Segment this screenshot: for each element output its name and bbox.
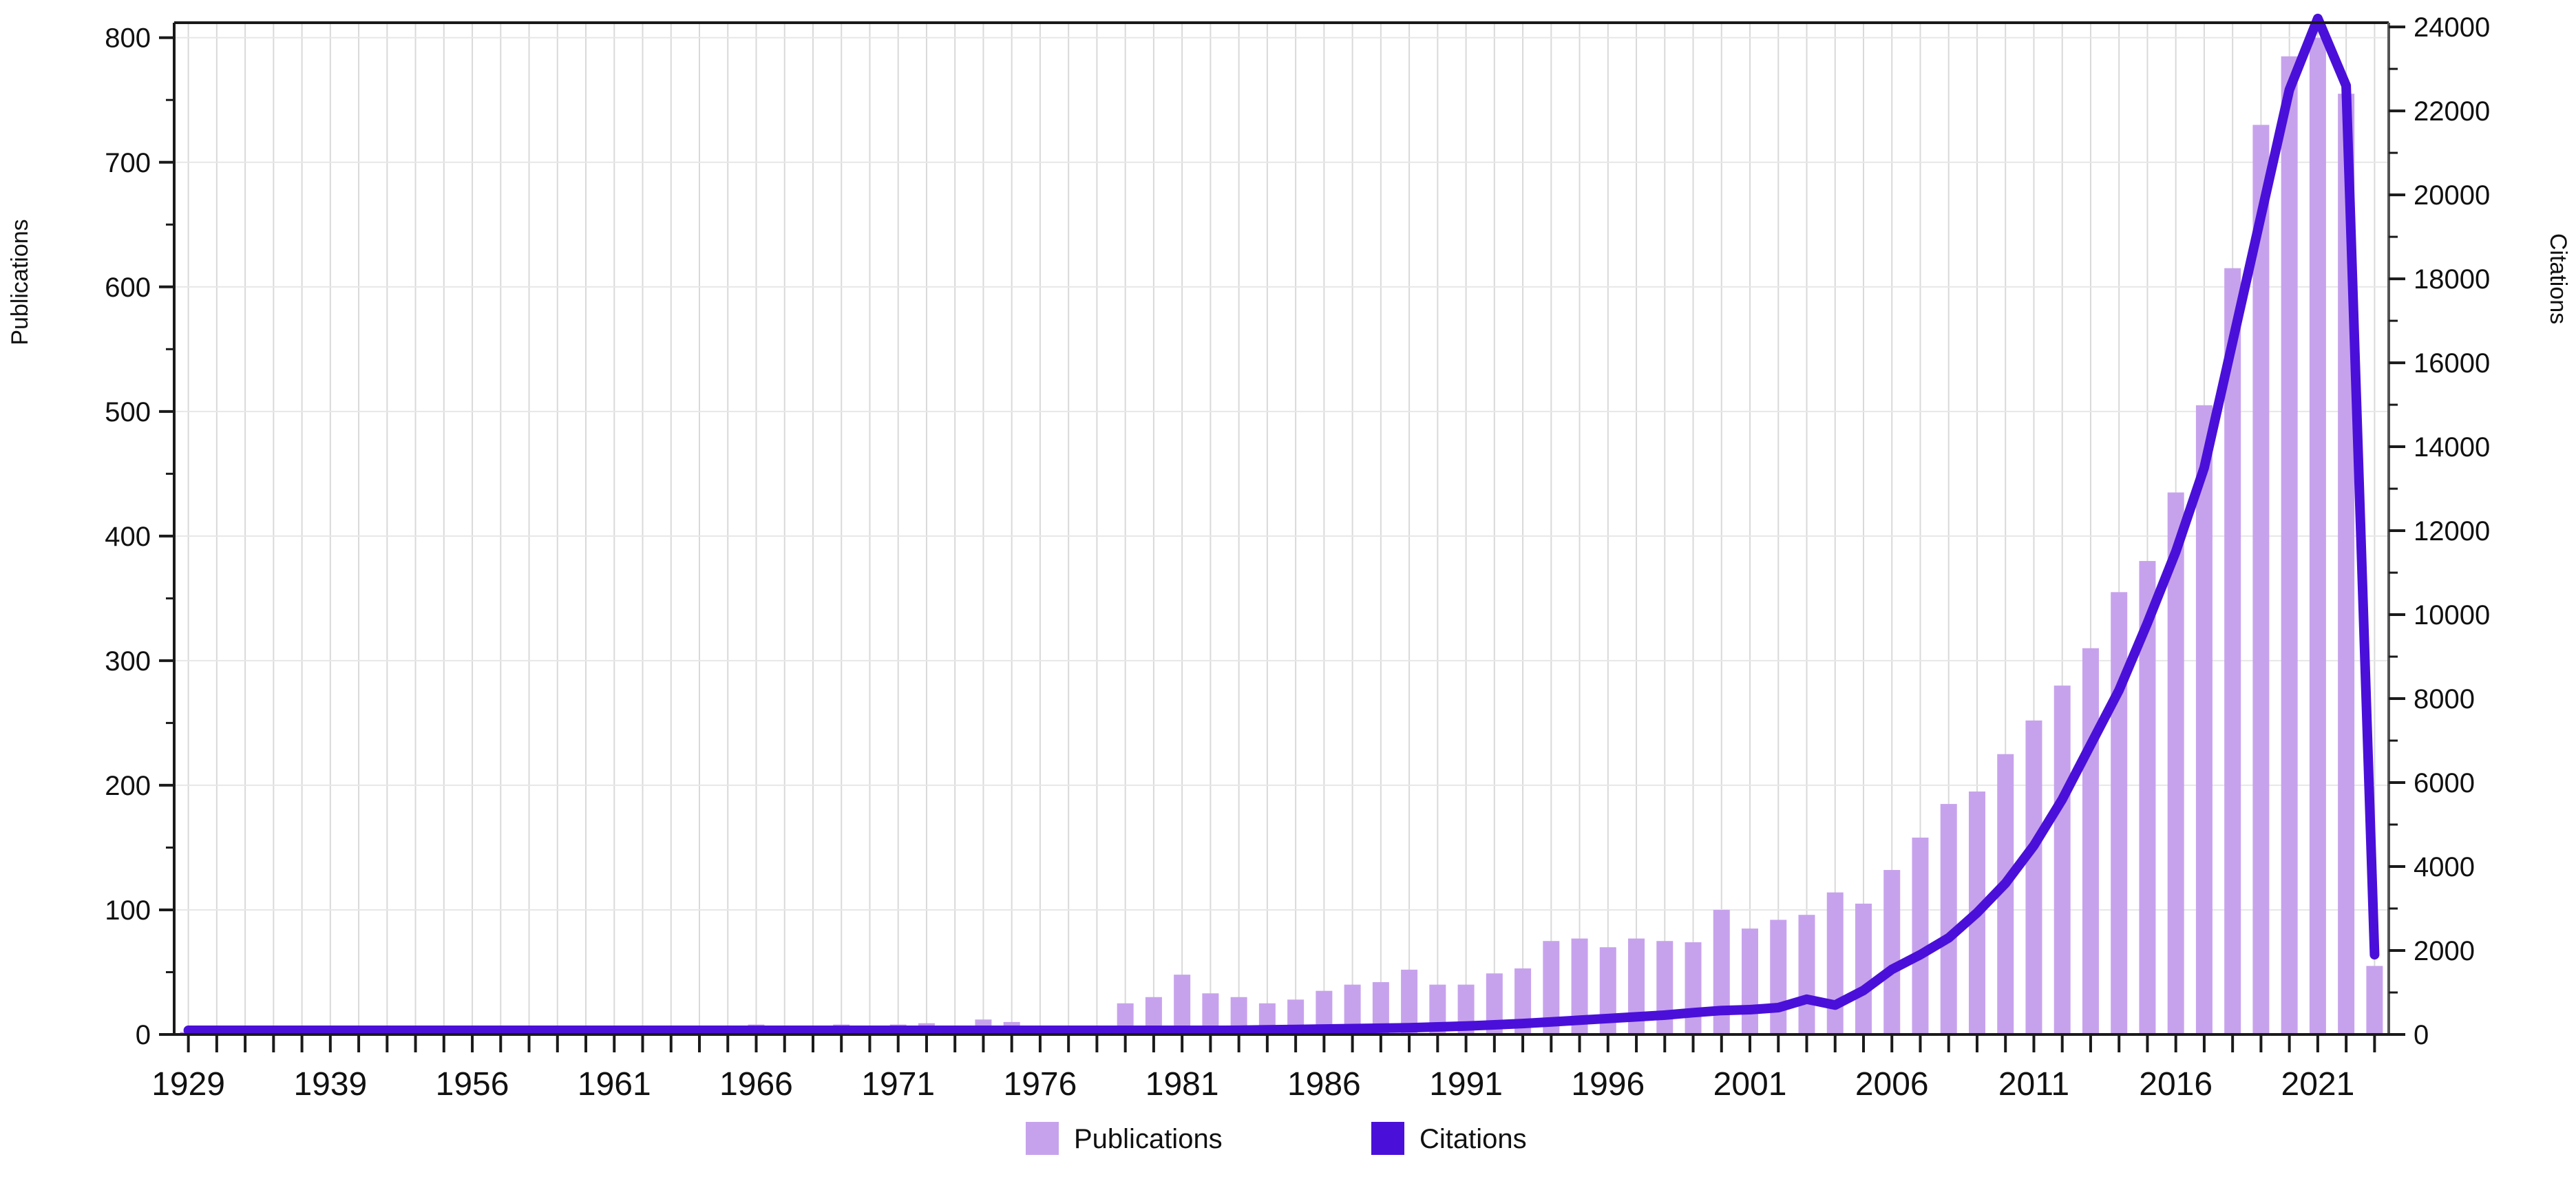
x-axis-year-label: 1956 bbox=[436, 1066, 509, 1103]
x-axis-year-label: 1986 bbox=[1287, 1066, 1361, 1103]
publications-bar bbox=[2195, 405, 2213, 1034]
right-axis-tick-label: 16000 bbox=[2414, 348, 2490, 379]
left-axis-tick-label: 0 bbox=[136, 1020, 151, 1050]
publications-bar bbox=[2054, 686, 2071, 1034]
x-axis-year-label: 2001 bbox=[1713, 1066, 1787, 1103]
right-axis-tick-label: 2000 bbox=[2414, 936, 2475, 966]
legend-citations-swatch bbox=[1371, 1122, 1404, 1155]
right-axis-tick-label: 18000 bbox=[2414, 264, 2490, 295]
x-axis-year-label: 1981 bbox=[1146, 1066, 1219, 1103]
right-axis-tick-label: 12000 bbox=[2414, 516, 2490, 546]
publications-bar bbox=[2281, 56, 2298, 1035]
x-axis-year-label: 2011 bbox=[1998, 1066, 2069, 1103]
publications-bar bbox=[2252, 125, 2270, 1035]
legend-publications-swatch bbox=[1026, 1122, 1059, 1155]
x-axis-year-label: 1971 bbox=[861, 1066, 935, 1103]
right-axis-tick-label: 0 bbox=[2414, 1020, 2429, 1050]
right-axis-tick-label: 14000 bbox=[2414, 432, 2490, 463]
publications-bar bbox=[2366, 966, 2383, 1034]
x-axis-year-label: 1976 bbox=[1004, 1066, 1077, 1103]
x-axis-year-label: 2016 bbox=[2139, 1066, 2213, 1103]
publications-bar bbox=[1656, 941, 1674, 1034]
right-axis-tick-label: 20000 bbox=[2414, 180, 2490, 211]
x-axis-year-label: 1991 bbox=[1429, 1066, 1503, 1103]
right-axis-tick-label: 6000 bbox=[2414, 768, 2475, 798]
x-axis-year-label: 2021 bbox=[2281, 1066, 2355, 1103]
publications-bar bbox=[1940, 804, 1957, 1034]
publications-bar bbox=[2309, 37, 2326, 1035]
publications-bar bbox=[1912, 837, 1929, 1034]
x-axis-year-label: 1961 bbox=[578, 1066, 651, 1103]
publications-bar bbox=[1685, 942, 1702, 1034]
x-axis-year-label: 1939 bbox=[293, 1066, 367, 1103]
left-axis-title: Publications bbox=[7, 219, 33, 345]
right-axis-tick-label: 10000 bbox=[2414, 600, 2490, 630]
left-axis-tick-label: 300 bbox=[105, 646, 151, 677]
x-axis-year-label: 1996 bbox=[1571, 1066, 1645, 1103]
publications-bar bbox=[1798, 915, 1815, 1034]
publications-bar bbox=[1770, 920, 1787, 1034]
left-axis-tick-label: 700 bbox=[105, 148, 151, 178]
publications-bar bbox=[2082, 648, 2099, 1034]
left-axis-tick-label: 400 bbox=[105, 522, 151, 552]
right-axis-title: Citations bbox=[2545, 233, 2571, 324]
right-axis-tick-label: 4000 bbox=[2414, 852, 2475, 882]
left-axis-tick-label: 500 bbox=[105, 397, 151, 427]
legend-citations-label: Citations bbox=[1419, 1124, 1527, 1154]
publications-bar bbox=[2025, 720, 2042, 1034]
publications-bar bbox=[2111, 592, 2128, 1034]
publications-bar bbox=[2224, 268, 2241, 1034]
right-axis-tick-label: 22000 bbox=[2414, 96, 2490, 127]
citations-line bbox=[183, 13, 2380, 1035]
publications-bar bbox=[1855, 903, 1872, 1034]
publications-bar bbox=[2167, 492, 2184, 1034]
publications-bar bbox=[1883, 870, 1901, 1034]
right-axis-tick-label: 8000 bbox=[2414, 684, 2475, 714]
publications-bar bbox=[1174, 975, 1191, 1034]
left-axis-tick-label: 600 bbox=[105, 273, 151, 303]
x-axis-year-label: 1966 bbox=[719, 1066, 793, 1103]
left-axis-tick-label: 800 bbox=[105, 23, 151, 54]
publications-bar bbox=[1826, 892, 1844, 1034]
right-axis-tick-label: 24000 bbox=[2414, 12, 2490, 43]
publications-bar bbox=[1742, 928, 1759, 1034]
left-axis-tick-label: 200 bbox=[105, 771, 151, 801]
legend-publications-label: Publications bbox=[1074, 1124, 1223, 1154]
x-axis-year-label: 2006 bbox=[1855, 1066, 1929, 1103]
x-axis-year-label: 1929 bbox=[151, 1066, 225, 1103]
left-axis-tick-label: 100 bbox=[105, 895, 151, 926]
